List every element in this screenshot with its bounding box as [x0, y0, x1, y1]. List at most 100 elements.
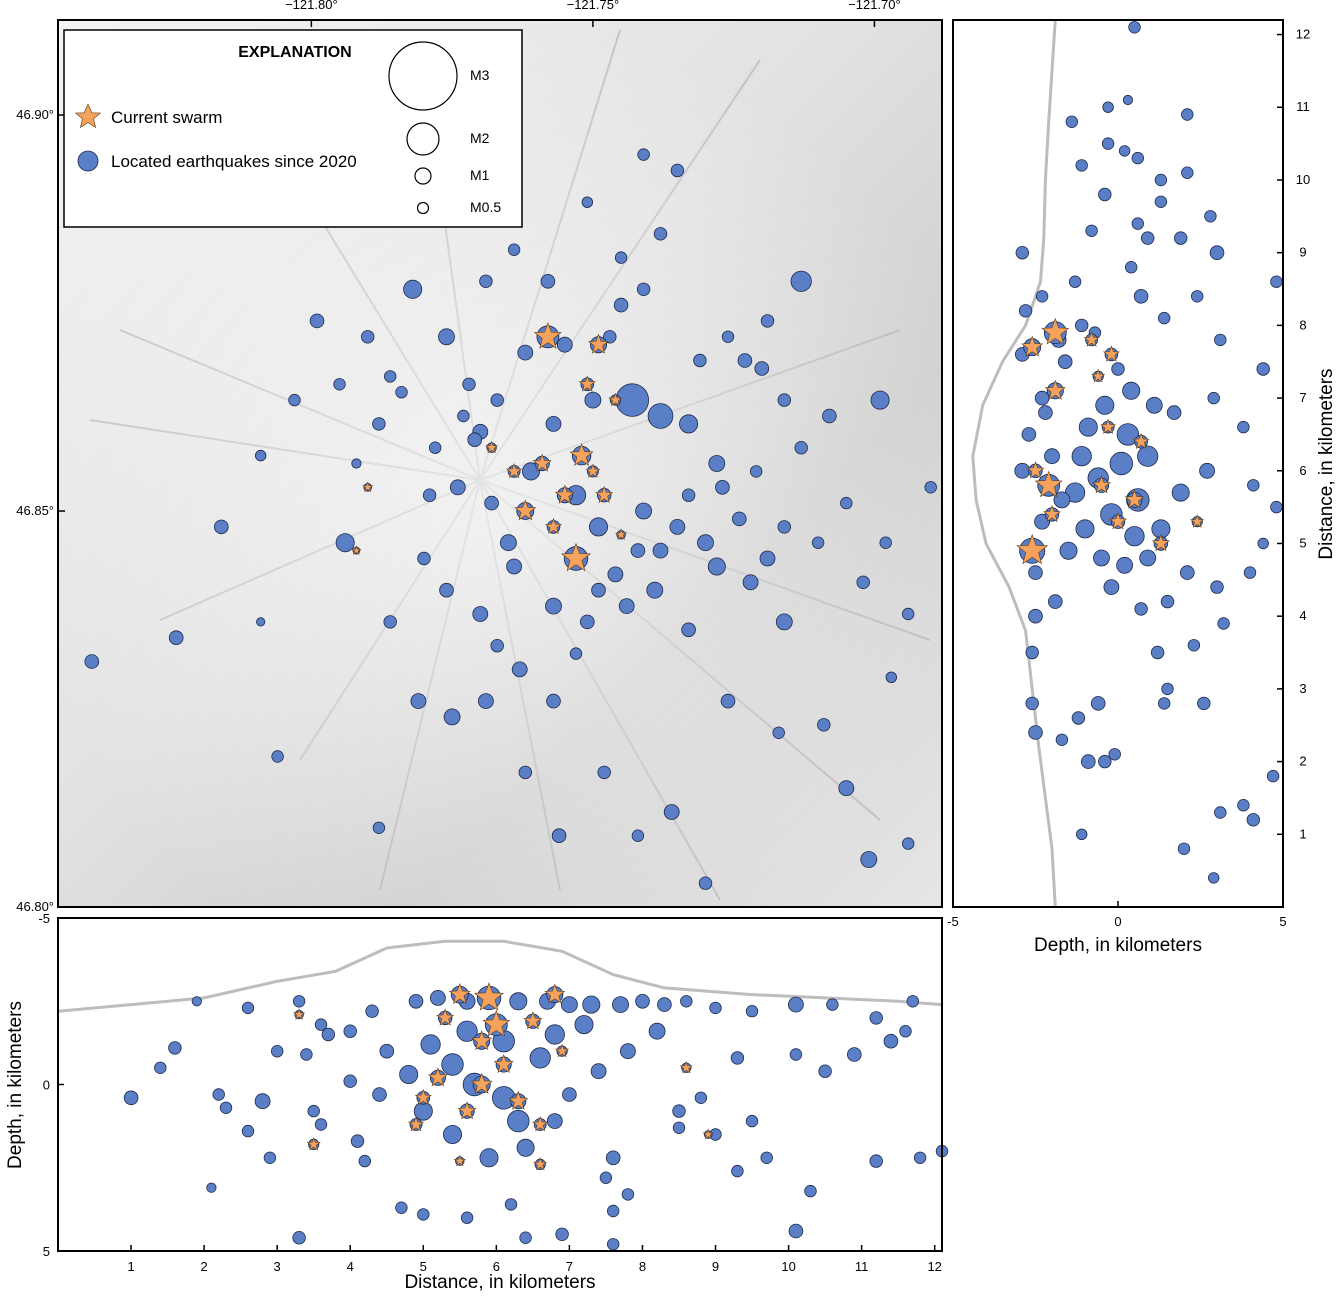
bottom-x-tick-label: 5: [420, 1259, 427, 1274]
map-earthquake-point: [607, 566, 624, 583]
bottom-earthquake-point: [212, 1088, 225, 1101]
right-earthquake-point: [1034, 390, 1050, 406]
right-earthquake-point: [1173, 231, 1188, 245]
right-earthquake-point: [1035, 290, 1049, 303]
right-y-tick-label: 6: [1299, 463, 1306, 478]
bottom-swarm-star: [470, 1072, 493, 1094]
legend: EXPLANATION Current swarm Located earthq…: [63, 29, 523, 228]
map-earthquake-point: [720, 693, 736, 709]
right-earthquake-point: [1028, 725, 1043, 740]
map-swarm-star: [506, 462, 523, 479]
right-swarm-star: [1124, 489, 1145, 509]
bottom-earthquake-point: [441, 1053, 464, 1076]
right-earthquake-point: [1071, 711, 1086, 725]
bottom-swarm-star: [293, 1008, 306, 1020]
right-earthquake-point: [1207, 391, 1220, 405]
right-swarm-star: [1108, 512, 1128, 530]
map-earthquake-point: [885, 671, 898, 684]
map-earthquake-point: [429, 441, 442, 454]
right-earthquake-point: [1237, 799, 1250, 812]
bottom-earthquake-point: [365, 1004, 379, 1018]
bottom-swarm-star: [457, 1101, 477, 1120]
bottom-earthquake-point: [206, 1182, 217, 1193]
bottom-swarm-star: [523, 1011, 543, 1030]
bottom-swarm-star: [493, 1053, 514, 1074]
right-xlabel: Depth, in kilometers: [1034, 935, 1202, 956]
map-ticks: −121.80° −121.75° −121.70° 46.80° 46.85° 46.9…: [16, 0, 900, 914]
right-earthquake-point: [1134, 602, 1148, 616]
map-earthquake-point: [790, 270, 812, 292]
bottom-earthquake-point: [869, 1154, 883, 1168]
map-points: [84, 148, 937, 890]
right-earthquake-point: [1090, 696, 1106, 711]
map-earthquake-point: [707, 557, 726, 576]
right-swarm-star: [1083, 331, 1100, 347]
bottom-earthquake-point: [562, 1087, 577, 1102]
map-earthquake-point: [351, 458, 362, 469]
right-earthquake-point: [1270, 500, 1283, 514]
right-earthquake-point: [1075, 519, 1095, 539]
bottom-earthquake-point: [292, 1230, 306, 1245]
map-earthquake-point: [924, 481, 937, 494]
map-earthquake-point: [479, 274, 493, 289]
bottom-earthquake-point: [582, 995, 601, 1014]
map-earthquake-point: [652, 542, 669, 559]
bottom-earthquake-point: [314, 1118, 328, 1131]
bottom-swarm-star: [407, 1116, 425, 1132]
right-earthquake-point: [1237, 420, 1250, 434]
bottom-earthquake-point: [417, 1208, 430, 1221]
right-earthquake-point: [1095, 395, 1115, 415]
legend-size-m3: M3: [470, 67, 490, 83]
bottom-earthquake-point: [804, 1184, 817, 1198]
bottom-earthquake-point: [826, 998, 839, 1011]
right-earthquake-point: [1065, 115, 1079, 129]
right-earthquake-point: [1157, 311, 1171, 325]
right-earthquake-point: [1101, 137, 1115, 150]
right-earthquake-point: [1068, 275, 1082, 288]
map-earthquake-point: [822, 408, 837, 424]
map-earthquake-point: [902, 607, 915, 621]
bottom-y-tick-label: 5: [43, 1244, 50, 1259]
map-x-tick-label: −121.70°: [848, 0, 901, 12]
map-earthquake-point: [467, 432, 483, 448]
bottom-earthquake-point: [321, 1027, 336, 1042]
bottom-earthquake-point: [314, 1018, 328, 1031]
map-earthquake-point: [477, 693, 494, 709]
bottom-earthquake-point: [300, 1048, 313, 1061]
right-y-tick-label: 12: [1296, 27, 1310, 42]
legend-size-m2-icon: [406, 122, 440, 156]
map-earthquake-point: [361, 330, 375, 344]
map-earthquake-point: [457, 409, 470, 423]
bottom-earthquake-point: [460, 1211, 474, 1224]
bottom-earthquake-point: [241, 1124, 255, 1138]
bottom-earthquake-point: [818, 1064, 832, 1078]
bottom-earthquake-point: [507, 1109, 530, 1133]
map-earthquake-point: [449, 479, 466, 496]
map-earthquake-point: [584, 391, 602, 409]
right-earthquake-point: [1122, 94, 1134, 106]
bottom-swarm-star: [448, 983, 471, 1004]
right-earthquake-point: [1014, 462, 1031, 479]
right-earthquake-point: [1048, 594, 1063, 609]
map-earthquake-point: [499, 534, 517, 552]
right-earthquake-point: [1161, 682, 1174, 696]
bottom-earthquake-point: [883, 1033, 899, 1049]
map-swarm-star: [485, 440, 499, 454]
right-earthquake-point: [1018, 304, 1033, 318]
bottom-earthquake-point: [574, 1015, 594, 1035]
right-earthquake-point: [1116, 556, 1133, 574]
bottom-x-tick-label: 7: [566, 1259, 573, 1274]
map-earthquake-point: [335, 533, 355, 553]
map-earthquake-point: [545, 415, 562, 432]
map-earthquake-point: [811, 536, 825, 549]
bottom-earthquake-point: [672, 1121, 686, 1135]
right-x-tick-label: 5: [1279, 914, 1286, 929]
map-earthquake-point: [551, 828, 567, 843]
map-earthquake-point: [840, 496, 853, 510]
right-earthquake-point: [1181, 108, 1194, 121]
right-y-tick-label: 3: [1299, 681, 1306, 696]
bottom-earthquake-point: [241, 1001, 255, 1015]
bottom-earthquake-point: [509, 992, 528, 1011]
map-earthquake-point: [517, 344, 534, 361]
right-earthquake-point: [1140, 231, 1155, 245]
